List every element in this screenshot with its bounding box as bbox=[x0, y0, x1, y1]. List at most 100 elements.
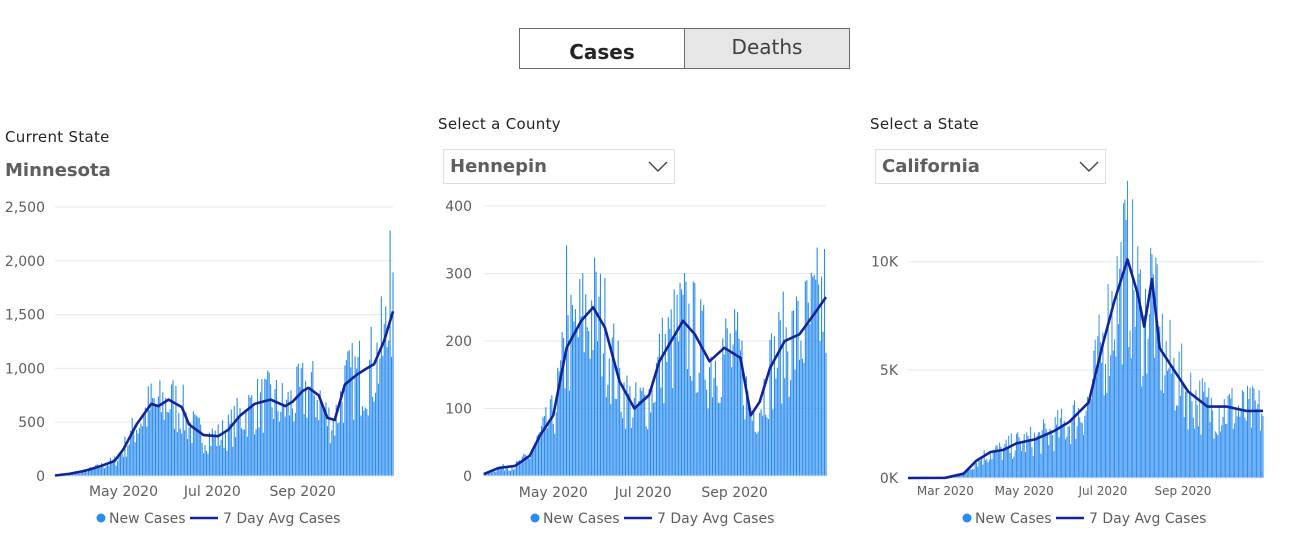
bar bbox=[798, 359, 801, 476]
bar bbox=[983, 450, 985, 478]
bar bbox=[554, 433, 556, 476]
county-dropdown[interactable]: Hennepin bbox=[443, 149, 675, 184]
avg-line bbox=[907, 258, 1263, 480]
bar bbox=[611, 337, 613, 476]
bar bbox=[1239, 416, 1241, 478]
y-tick-label: 2,500 bbox=[5, 200, 45, 216]
bar bbox=[251, 395, 253, 476]
bar bbox=[248, 394, 250, 476]
bar bbox=[773, 336, 775, 476]
bar bbox=[635, 382, 637, 476]
bar bbox=[284, 416, 286, 476]
bar bbox=[641, 390, 643, 476]
bar bbox=[109, 457, 111, 476]
bar bbox=[115, 465, 117, 476]
bar bbox=[1187, 429, 1189, 478]
bar bbox=[1163, 393, 1165, 478]
bar bbox=[1055, 424, 1057, 478]
bar bbox=[1214, 431, 1216, 478]
bar bbox=[141, 426, 143, 476]
bar bbox=[1222, 416, 1224, 478]
bar bbox=[1173, 357, 1175, 478]
bar bbox=[189, 422, 192, 476]
bar bbox=[156, 407, 158, 476]
bar bbox=[1111, 290, 1113, 478]
bar bbox=[264, 378, 266, 476]
bar bbox=[379, 358, 381, 476]
bar bbox=[502, 463, 504, 476]
bar bbox=[1124, 199, 1126, 478]
bar bbox=[678, 341, 680, 476]
bar bbox=[258, 427, 260, 476]
bar bbox=[335, 404, 337, 476]
bar bbox=[274, 388, 276, 476]
chevron-down-icon bbox=[1079, 161, 1099, 172]
bar bbox=[594, 257, 596, 476]
bar bbox=[159, 380, 161, 476]
bar bbox=[1080, 422, 1082, 478]
bar bbox=[1139, 269, 1141, 478]
bar bbox=[642, 387, 644, 476]
bar bbox=[545, 407, 547, 476]
bar bbox=[540, 425, 543, 476]
bar bbox=[1103, 395, 1105, 478]
bar bbox=[672, 388, 674, 476]
bar bbox=[1120, 242, 1122, 478]
bar bbox=[1041, 429, 1043, 478]
bar bbox=[1188, 391, 1190, 478]
bar bbox=[392, 272, 394, 476]
bar bbox=[185, 412, 187, 476]
cases-button[interactable]: Cases bbox=[519, 28, 685, 69]
bar bbox=[965, 470, 967, 478]
bar bbox=[254, 434, 256, 476]
bar bbox=[1088, 403, 1090, 478]
bar bbox=[1001, 459, 1003, 478]
bar bbox=[309, 386, 311, 476]
bar bbox=[759, 412, 761, 476]
bar bbox=[351, 342, 353, 476]
state-select-label: Select a State bbox=[870, 115, 979, 133]
bar bbox=[1244, 417, 1246, 478]
bar bbox=[198, 417, 200, 476]
x-tick-label: Jul 2020 bbox=[1078, 484, 1128, 498]
bar bbox=[76, 471, 78, 476]
bar bbox=[363, 410, 365, 476]
bar bbox=[530, 455, 532, 476]
bar bbox=[567, 315, 569, 476]
bar bbox=[610, 403, 612, 476]
bar bbox=[1039, 432, 1041, 478]
bar bbox=[661, 317, 663, 476]
y-tick-label: 5K bbox=[880, 363, 899, 379]
bar bbox=[978, 457, 980, 478]
bar bbox=[1018, 437, 1020, 478]
bar bbox=[191, 442, 193, 476]
bar bbox=[765, 414, 767, 476]
bar bbox=[267, 370, 269, 476]
bar bbox=[613, 323, 615, 476]
bar bbox=[262, 432, 264, 476]
bar bbox=[716, 385, 718, 476]
avg-line bbox=[54, 311, 395, 477]
state-dropdown[interactable]: California bbox=[875, 149, 1106, 184]
bar bbox=[1221, 425, 1223, 478]
bar bbox=[778, 311, 780, 476]
bar bbox=[337, 423, 339, 476]
legend-bar-marker bbox=[96, 513, 106, 523]
bar bbox=[1219, 431, 1221, 478]
bar bbox=[623, 382, 625, 476]
bar bbox=[670, 309, 672, 476]
legend-bar-label: New Cases bbox=[543, 511, 620, 527]
bar bbox=[111, 461, 113, 476]
bar bbox=[79, 473, 81, 476]
bar bbox=[1150, 247, 1152, 478]
deaths-button[interactable]: Deaths bbox=[685, 28, 850, 69]
bar bbox=[96, 464, 98, 476]
bar bbox=[624, 428, 627, 476]
bar bbox=[964, 470, 966, 478]
bar bbox=[658, 333, 660, 476]
bar bbox=[1241, 389, 1243, 478]
bar bbox=[389, 230, 391, 476]
bar bbox=[380, 296, 382, 476]
bar bbox=[1094, 339, 1096, 478]
bar bbox=[995, 446, 997, 478]
